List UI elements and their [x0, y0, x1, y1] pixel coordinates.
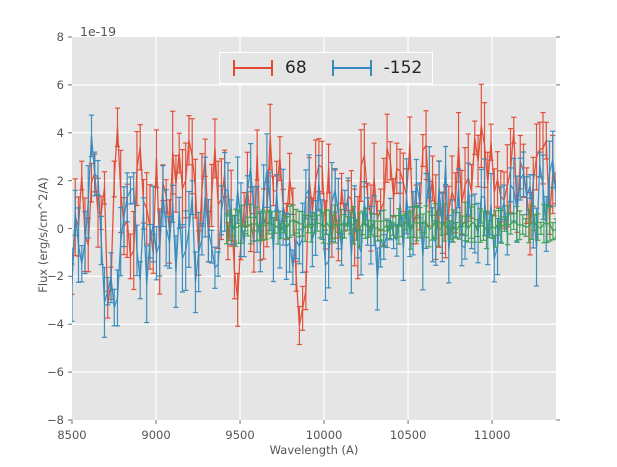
errorbar-handle-icon	[233, 60, 273, 76]
tick-marks	[68, 36, 560, 424]
chart-legend: 68 -152	[219, 52, 434, 84]
y-axis-offset-text: 1e-19	[80, 24, 117, 39]
y-tick-label: 8	[56, 30, 64, 44]
y-tick-label: 6	[56, 77, 64, 92]
legend-label: -152	[383, 58, 423, 78]
x-tick-label: 10500	[389, 428, 427, 442]
x-tick-label: 10000	[305, 428, 343, 442]
x-tick-label: 11000	[473, 428, 511, 442]
y-tick-label: −4	[47, 317, 64, 332]
y-tick-label: 4	[56, 125, 64, 140]
errorbar-handle-icon	[331, 60, 372, 76]
legend-entry[interactable]: -152	[329, 58, 423, 78]
x-tick-label: 9000	[141, 428, 171, 442]
x-tick-label: 8500	[57, 428, 87, 442]
y-tick-label: 2	[56, 173, 64, 188]
x-axis-label: Wavelength (A)	[269, 443, 359, 457]
legend-label: 68	[285, 58, 307, 78]
y-axis-label: Flux (erg/s/cm^2/A)	[36, 177, 50, 293]
legend-entry[interactable]: 68	[230, 58, 307, 78]
data-series-layer	[72, 83, 556, 346]
x-tick-label: 9500	[225, 428, 255, 442]
y-tick-label: −2	[47, 269, 64, 284]
y-tick-label: −6	[47, 365, 64, 380]
y-tick-label: 0	[56, 221, 64, 236]
y-tick-label: −8	[47, 413, 64, 427]
